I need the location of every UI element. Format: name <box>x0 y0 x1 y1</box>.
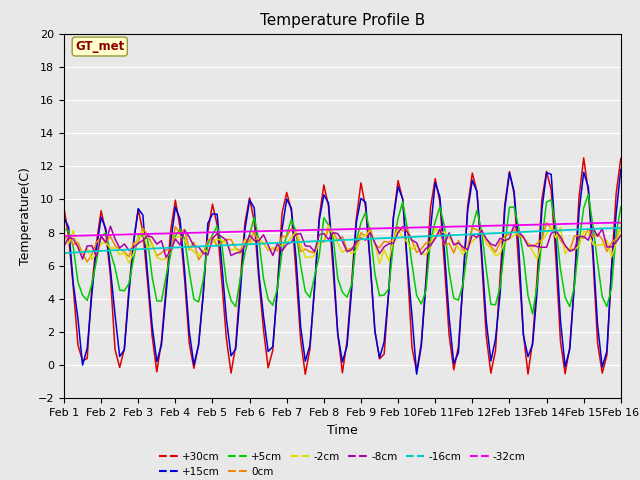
Legend: +30cm, +15cm, +5cm, 0cm, -2cm, -8cm, -16cm, -32cm: +30cm, +15cm, +5cm, 0cm, -2cm, -8cm, -16… <box>155 447 530 480</box>
X-axis label: Time: Time <box>327 424 358 437</box>
+5cm <box>408 262 416 267</box>
+30cm <box>440 263 448 269</box>
0cm <box>83 259 91 264</box>
-8cm <box>60 243 68 249</box>
-2cm <box>60 240 68 246</box>
-32cm <box>436 224 444 230</box>
Line: +30cm: +30cm <box>64 158 621 374</box>
-16cm <box>617 225 625 231</box>
+5cm <box>589 223 596 229</box>
-32cm <box>116 232 124 238</box>
+5cm <box>617 204 625 210</box>
Title: Temperature Profile B: Temperature Profile B <box>260 13 425 28</box>
0cm <box>543 220 550 226</box>
+5cm <box>529 311 536 317</box>
Line: +5cm: +5cm <box>64 194 621 314</box>
0cm <box>60 237 68 242</box>
0cm <box>301 246 309 252</box>
-16cm <box>580 227 588 232</box>
-8cm <box>79 256 86 262</box>
+5cm <box>60 226 68 232</box>
+5cm <box>297 262 305 268</box>
-32cm <box>408 225 416 230</box>
-32cm <box>297 228 305 233</box>
+15cm <box>116 354 124 360</box>
+15cm <box>190 362 198 368</box>
+30cm <box>297 337 305 343</box>
-8cm <box>510 222 518 228</box>
-8cm <box>120 241 128 247</box>
-8cm <box>195 244 202 250</box>
0cm <box>440 242 448 248</box>
-2cm <box>297 240 305 246</box>
+30cm <box>617 156 625 161</box>
+15cm <box>617 167 625 172</box>
+30cm <box>413 369 420 375</box>
+30cm <box>580 155 588 161</box>
-32cm <box>60 233 68 239</box>
-8cm <box>413 240 420 246</box>
+15cm <box>60 215 68 220</box>
+30cm <box>116 365 124 371</box>
+15cm <box>408 313 416 319</box>
+30cm <box>589 255 596 261</box>
-16cm <box>436 233 444 239</box>
Line: -16cm: -16cm <box>64 228 621 253</box>
-2cm <box>445 235 453 240</box>
-32cm <box>617 220 625 226</box>
+5cm <box>116 287 124 293</box>
+15cm <box>440 248 448 254</box>
Line: -32cm: -32cm <box>64 223 621 236</box>
-2cm <box>376 261 383 267</box>
-32cm <box>580 220 588 226</box>
-16cm <box>116 247 124 253</box>
-2cm <box>324 222 332 228</box>
0cm <box>413 250 420 255</box>
-16cm <box>60 250 68 256</box>
+15cm <box>297 324 305 330</box>
-16cm <box>297 239 305 245</box>
0cm <box>120 249 128 255</box>
-2cm <box>589 241 596 247</box>
+15cm <box>584 184 592 190</box>
0cm <box>195 257 202 263</box>
+30cm <box>190 365 198 371</box>
-16cm <box>190 244 198 250</box>
-16cm <box>408 234 416 240</box>
Y-axis label: Temperature(C): Temperature(C) <box>19 167 32 265</box>
0cm <box>589 234 596 240</box>
Line: 0cm: 0cm <box>64 223 621 262</box>
-2cm <box>190 249 198 255</box>
-8cm <box>589 225 596 230</box>
Text: GT_met: GT_met <box>75 40 124 53</box>
-8cm <box>301 243 309 249</box>
+5cm <box>584 192 592 197</box>
-2cm <box>417 251 425 257</box>
-8cm <box>440 241 448 247</box>
Line: -2cm: -2cm <box>64 225 621 264</box>
Line: -8cm: -8cm <box>64 225 621 259</box>
Line: +15cm: +15cm <box>64 169 621 374</box>
+5cm <box>190 296 198 302</box>
-8cm <box>617 232 625 238</box>
-32cm <box>190 230 198 236</box>
+30cm <box>60 205 68 211</box>
-2cm <box>617 225 625 230</box>
+30cm <box>301 372 309 377</box>
-2cm <box>116 252 124 257</box>
0cm <box>617 224 625 230</box>
+5cm <box>436 204 444 210</box>
+15cm <box>413 371 420 377</box>
